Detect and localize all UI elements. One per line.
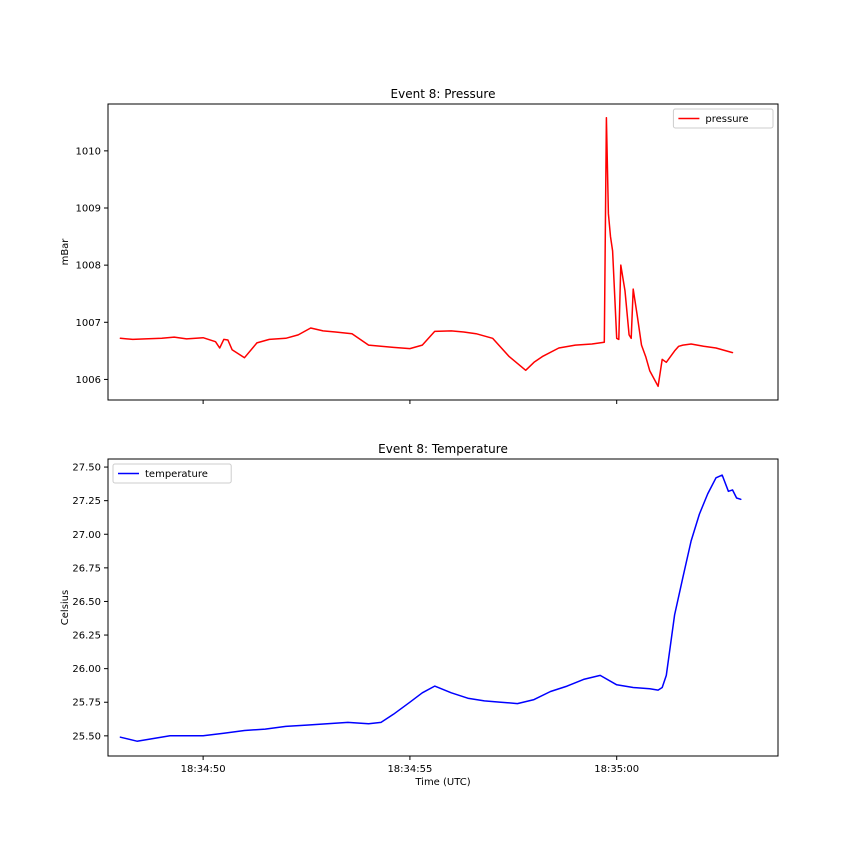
legend-label: pressure bbox=[705, 114, 748, 125]
axes-frame bbox=[107, 103, 779, 401]
y-tick-label: 27.50 bbox=[72, 463, 101, 474]
legend-box bbox=[112, 463, 232, 484]
chart-title: Event 8: Pressure bbox=[391, 87, 496, 101]
legend: pressure bbox=[672, 108, 774, 129]
y-tick-label: 27.00 bbox=[72, 530, 101, 541]
y-tick-label: 27.25 bbox=[72, 496, 101, 507]
y-tick-label: 26.25 bbox=[72, 631, 101, 642]
y-tick-label: 25.75 bbox=[72, 698, 101, 709]
axes-frame bbox=[107, 458, 779, 757]
chart-panel-2: 25.50 25.75 26.00 26.25 26.50 26.75 27.00 27.25… bbox=[60, 442, 779, 788]
y-tick-label: 1009 bbox=[76, 204, 101, 215]
y-tick-label: 1006 bbox=[76, 375, 101, 386]
y-tick-label: 1007 bbox=[76, 318, 101, 329]
chart-panel-1: 1006 1007 1008 1009 1010 Event 8: Pressure mBa… bbox=[60, 87, 779, 404]
chart-title: Event 8: Temperature bbox=[378, 442, 508, 456]
y-tick-label: 26.75 bbox=[72, 563, 101, 574]
x-tick-label: 18:35:00 bbox=[594, 764, 639, 775]
series-line-temperature bbox=[119, 474, 742, 742]
y-tick-label: 1008 bbox=[76, 261, 101, 272]
legend-box bbox=[672, 108, 774, 129]
y-axis-label: mBar bbox=[60, 238, 71, 266]
series-line-pressure bbox=[119, 116, 734, 388]
y-tick-label: 26.50 bbox=[72, 597, 101, 608]
legend-label: temperature bbox=[145, 469, 208, 480]
x-axis-label: Time (UTC) bbox=[414, 777, 470, 788]
y-axis-label: Celsius bbox=[60, 590, 71, 625]
x-tick-label: 18:34:55 bbox=[387, 764, 432, 775]
y-tick-label: 1010 bbox=[76, 146, 101, 157]
y-tick-label: 26.00 bbox=[72, 664, 101, 675]
y-tick-label: 25.50 bbox=[72, 731, 101, 742]
x-tick-label: 18:34:50 bbox=[181, 764, 226, 775]
legend: temperature bbox=[112, 463, 232, 484]
